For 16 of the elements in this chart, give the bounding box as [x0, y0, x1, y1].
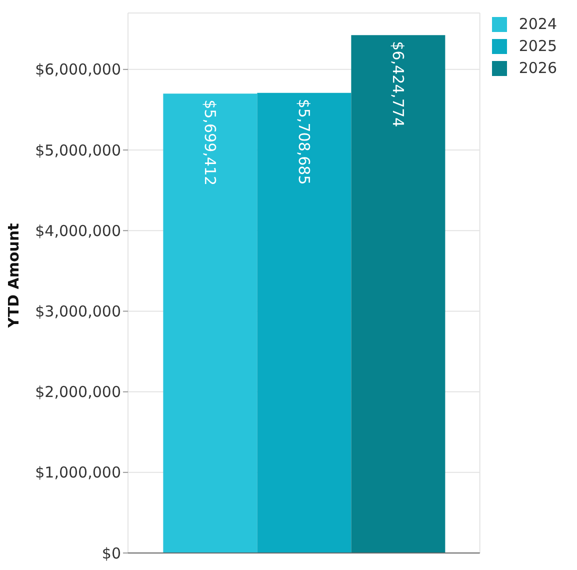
bar: [351, 35, 446, 553]
data-label: $5,708,685: [294, 98, 313, 185]
legend-label: 2026: [518, 59, 557, 77]
data-label: $5,699,412: [200, 100, 219, 186]
y-tick-label: $3,000,000: [35, 302, 121, 321]
data-label: $6,424,774: [388, 41, 407, 128]
legend-label: 2024: [518, 15, 557, 33]
y-tick-label: $5,000,000: [35, 141, 121, 160]
y-tick-label: $0: [102, 544, 121, 562]
bar: [257, 92, 352, 553]
bar: [163, 94, 258, 553]
y-tick-label: $4,000,000: [35, 222, 121, 240]
legend-label: 2025: [518, 37, 557, 55]
y-tick-label: $6,000,000: [35, 60, 121, 79]
y-tick-label: $2,000,000: [35, 383, 121, 402]
y-tick-label: $1,000,000: [35, 464, 121, 482]
